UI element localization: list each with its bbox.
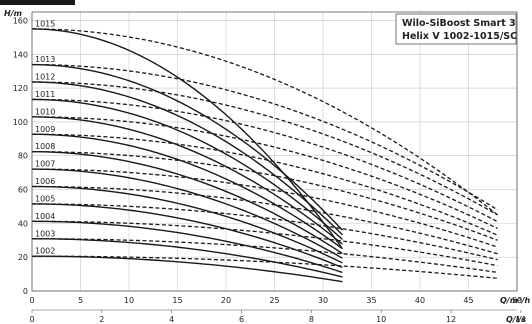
chart-title-line2: Helix V 1002-1015/SC [402, 31, 517, 42]
x2-tick-label: 10 [376, 315, 386, 324]
curve-solid-1015 [31, 28, 343, 250]
x-tick-label: 45 [463, 296, 473, 305]
curve-label-1007: 1007 [35, 160, 55, 169]
curve-label-1006: 1006 [35, 177, 55, 186]
title-box: Wilo-SiBoost Smart 3 Helix V 1002-1015/S… [395, 13, 517, 45]
curve-solid-1008 [31, 150, 343, 255]
curve-solid-1009 [31, 133, 343, 250]
x2-tick-label: 2 [99, 315, 104, 324]
curve-dashed-1010 [31, 116, 498, 230]
x-tick-label: 40 [415, 296, 425, 305]
grid [31, 12, 518, 292]
curve-dashed-1006 [31, 185, 498, 255]
y-tick-label: 160 [13, 16, 28, 25]
curve-dashed-1011 [31, 98, 498, 223]
curve-dashed-1002 [31, 255, 498, 279]
curve-solid-1003 [31, 238, 343, 278]
curve-dashed-1004 [31, 220, 498, 267]
curve-label-1015: 1015 [35, 19, 55, 28]
y-axis-label: H/m [4, 9, 22, 18]
curve-dashed-1007 [31, 168, 498, 248]
curve-label-1011: 1011 [35, 90, 55, 99]
y-tick-label: 0 [23, 287, 28, 296]
x2-tick-label: 14 [516, 315, 526, 324]
x2-tick-label: 8 [309, 315, 314, 324]
curve-solid-1013 [31, 63, 343, 231]
curve-solid-1007 [31, 168, 343, 259]
curve-dashed-1013 [31, 63, 498, 211]
x-tick-label: 5 [78, 296, 83, 305]
x-tick-label: 0 [29, 296, 34, 305]
x-tick-label: 10 [124, 296, 134, 305]
y-tick-label: 100 [13, 118, 28, 127]
x2-tick-label: 6 [239, 315, 244, 324]
x-axis-label-secondary: Q/l/s [506, 315, 526, 324]
x-tick-label: 50 [512, 296, 522, 305]
curve-label-1010: 1010 [35, 107, 55, 116]
x2-tick-label: 0 [29, 315, 34, 324]
y-tick-label: 80 [18, 152, 28, 161]
x-tick-label: 25 [269, 296, 279, 305]
x-tick-label: 20 [221, 296, 231, 305]
curve-solid-1002 [31, 255, 343, 283]
curve-label-1009: 1009 [35, 125, 55, 134]
curve-dashed-1012 [31, 81, 498, 216]
plot-frame [31, 11, 518, 292]
curve-label-1008: 1008 [35, 142, 55, 151]
y-tick-label: 20 [18, 253, 28, 262]
y-tick-label: 40 [18, 219, 28, 228]
x-tick-label: 30 [318, 296, 328, 305]
curve-solid-1011 [31, 98, 343, 240]
curve-solid-1005 [31, 203, 343, 269]
curve-dashed-1009 [31, 133, 498, 236]
curve-label-1002: 1002 [35, 247, 55, 256]
y-tick-label: 140 [13, 50, 28, 59]
x2-tick-label: 4 [169, 315, 174, 324]
curve-solid-1006 [31, 185, 343, 264]
header-bar [0, 0, 75, 5]
curves [31, 28, 499, 283]
curve-label-1013: 1013 [35, 55, 55, 64]
curve-solid-1010 [31, 116, 343, 245]
x-tick-label: 35 [366, 296, 376, 305]
y-tick-label: 60 [18, 186, 28, 195]
curve-solid-1004 [31, 220, 343, 274]
curve-dashed-1005 [31, 203, 498, 261]
chart-title-line1: Wilo-SiBoost Smart 3 [402, 18, 516, 29]
x-axis-label: Q/m³/h [500, 296, 530, 305]
curve-label-1003: 1003 [35, 229, 55, 238]
x2-tick-label: 12 [446, 315, 456, 324]
curve-label-1004: 1004 [35, 212, 55, 221]
labels: 0 5 10 15 20 25 30 35 40 45 5002040608010012014016… [13, 16, 526, 324]
x-tick-label: 15 [172, 296, 182, 305]
curve-label-1005: 1005 [35, 194, 55, 203]
curve-solid-1012 [31, 81, 343, 236]
curve-dashed-1008 [31, 151, 498, 241]
curve-label-1012: 1012 [35, 73, 55, 82]
y-tick-label: 120 [13, 84, 28, 93]
